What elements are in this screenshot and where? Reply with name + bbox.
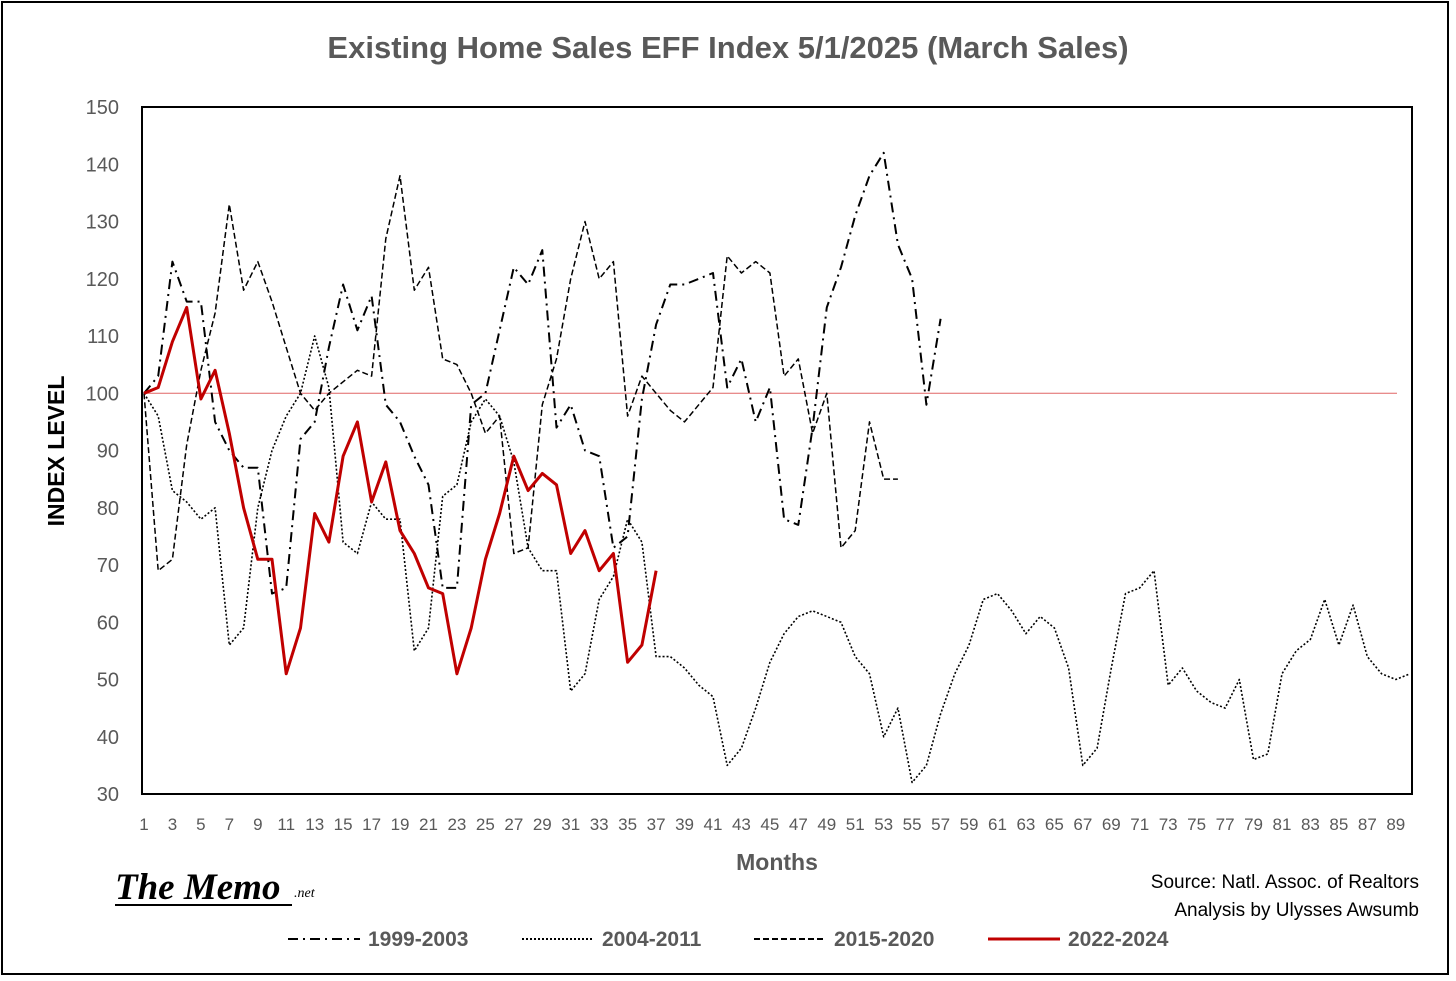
- x-tick-label: 59: [960, 815, 979, 834]
- x-tick-label: 47: [789, 815, 808, 834]
- x-tick-label: 3: [168, 815, 177, 834]
- x-tick-label: 25: [476, 815, 495, 834]
- x-tick-label: 15: [334, 815, 353, 834]
- x-tick-label: 53: [874, 815, 893, 834]
- x-tick-label: 73: [1159, 815, 1178, 834]
- y-tick-label: 70: [97, 555, 119, 577]
- plot-area: [141, 106, 1413, 795]
- x-tick-label: 17: [362, 815, 381, 834]
- x-tick-label: 11: [277, 815, 295, 834]
- x-tick-label: 61: [988, 815, 1007, 834]
- x-tick-label: 67: [1073, 815, 1092, 834]
- x-tick-label: 19: [391, 815, 410, 834]
- series-lines: [143, 151, 1411, 784]
- y-tick-label: 150: [86, 97, 119, 119]
- series-line-2022-2024: [143, 305, 658, 676]
- x-tick-label: 89: [1386, 815, 1405, 834]
- y-tick-label: 140: [86, 154, 119, 176]
- x-tick-label: 39: [675, 815, 694, 834]
- legend-label-1999-2003: 1999-2003: [368, 928, 468, 951]
- y-tick-label: 30: [97, 784, 119, 806]
- y-tick-label: 80: [97, 498, 119, 520]
- x-tick-label: 65: [1045, 815, 1064, 834]
- logo-text: The Memo: [115, 867, 280, 908]
- legend-label-2022-2024: 2022-2024: [1068, 928, 1169, 951]
- x-tick-label: 75: [1187, 815, 1206, 834]
- series-line-2004-2011: [143, 335, 1411, 784]
- x-tick-label: 83: [1301, 815, 1320, 834]
- x-tick-label: 41: [704, 815, 723, 834]
- x-tick-label: 1: [139, 815, 148, 834]
- y-tick-label: 40: [97, 727, 119, 749]
- x-tick-label: 55: [903, 815, 922, 834]
- legend: 1999-2003 2004-2011 2015-2020 2022-2024: [288, 928, 1169, 951]
- series-line-1999-2003: [143, 151, 942, 595]
- x-tick-label: 45: [760, 815, 779, 834]
- x-tick-label: 87: [1358, 815, 1377, 834]
- y-tick-label: 130: [86, 212, 119, 234]
- x-tick-label: 81: [1273, 815, 1292, 834]
- x-tick-label: 13: [305, 815, 324, 834]
- x-axis-label: Months: [736, 849, 818, 875]
- x-tick-label: 77: [1216, 815, 1235, 834]
- x-tick-label: 29: [533, 815, 552, 834]
- x-tick-label: 9: [253, 815, 262, 834]
- x-tick-label: 33: [590, 815, 609, 834]
- x-tick-label: 49: [817, 815, 836, 834]
- x-tick-label: 71: [1130, 815, 1149, 834]
- x-tick-label: 37: [647, 815, 666, 834]
- y-tick-label: 110: [87, 326, 119, 348]
- legend-label-2015-2020: 2015-2020: [834, 928, 934, 951]
- y-tick-label: 90: [97, 441, 119, 463]
- x-tick-label: 27: [504, 815, 523, 834]
- legend-label-2004-2011: 2004-2011: [602, 928, 702, 951]
- source-line-1: Source: Natl. Assoc. of Realtors: [1151, 872, 1419, 893]
- series-line-2015-2020: [143, 174, 898, 572]
- x-tick-label: 51: [846, 815, 865, 834]
- logo-suffix: .net: [294, 886, 316, 901]
- x-tick-label: 5: [196, 815, 205, 834]
- logo: The Memo .net: [115, 867, 316, 908]
- x-tick-label: 21: [419, 815, 438, 834]
- x-tick-label: 7: [225, 815, 234, 834]
- x-tick-label: 23: [447, 815, 466, 834]
- y-tick-label: 120: [86, 269, 119, 291]
- y-tick-label: 100: [86, 383, 119, 405]
- x-tick-label: 85: [1329, 815, 1348, 834]
- x-tick-label: 31: [561, 815, 580, 834]
- chart-title: Existing Home Sales EFF Index 5/1/2025 (…: [327, 30, 1128, 65]
- x-tick-label: 79: [1244, 815, 1263, 834]
- x-tick-labels: 1 3 5 7 9 11 13 15 17 19 21 23 25 27 29 31 33 35 37 39 41 43 4…: [139, 815, 1405, 834]
- y-axis-label: INDEX LEVEL: [43, 376, 69, 527]
- y-tick-labels: 30 40 50 60 70 80 90 100 110 120 130 140 150: [86, 97, 119, 806]
- x-tick-label: 43: [732, 815, 751, 834]
- x-tick-label: 63: [1016, 815, 1035, 834]
- y-tick-label: 60: [97, 612, 119, 634]
- x-tick-label: 69: [1102, 815, 1121, 834]
- x-tick-label: 57: [931, 815, 950, 834]
- x-tick-label: 35: [618, 815, 637, 834]
- source-line-2: Analysis by Ulysses Awsumb: [1174, 900, 1419, 921]
- y-tick-label: 50: [97, 670, 119, 692]
